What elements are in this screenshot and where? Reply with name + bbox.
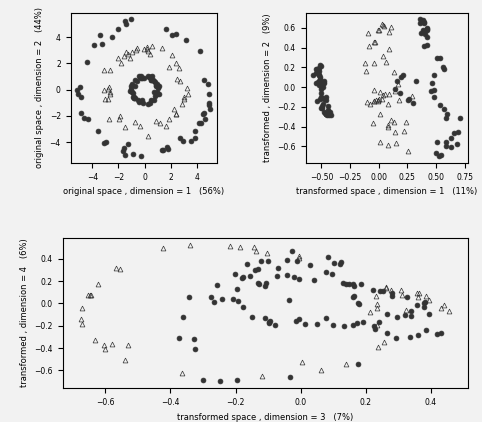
Y-axis label: original space , dimension = 2   (44%): original space , dimension = 2 (44%) (35, 7, 44, 168)
Y-axis label: transformed , dimension = 4   (6%): transformed , dimension = 4 (6%) (20, 239, 29, 387)
Y-axis label: transformed , dimension = 2   (9%): transformed , dimension = 2 (9%) (263, 14, 272, 162)
X-axis label: transformed space , dimension = 1   (11%): transformed space , dimension = 1 (11%) (296, 187, 477, 196)
X-axis label: original space , dimension = 1   (56%): original space , dimension = 1 (56%) (63, 187, 224, 196)
X-axis label: transformed space , dimension = 3   (7%): transformed space , dimension = 3 (7%) (177, 413, 353, 422)
